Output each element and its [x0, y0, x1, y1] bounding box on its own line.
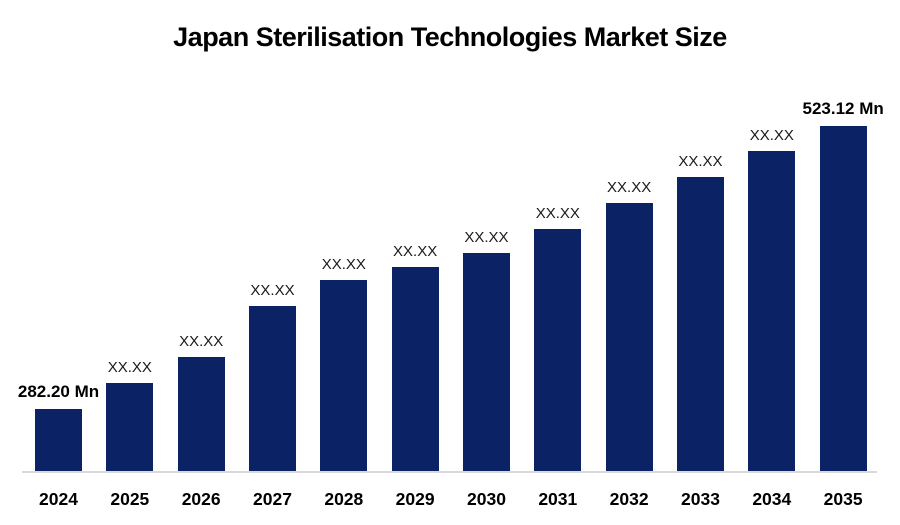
bar-2027: XX.XX 2027 — [248, 282, 296, 509]
bar-2028: XX.XX 2028 — [320, 256, 368, 509]
bar-value-label-2026: XX.XX — [179, 333, 224, 350]
x-tick-2034: 2034 — [752, 489, 792, 509]
bar-2029: XX.XX 2029 — [391, 243, 439, 509]
bar-2031: XX.XX 2031 — [534, 205, 582, 509]
bar-value-label-2029: XX.XX — [393, 243, 438, 260]
bar-2024: 282.20 Mn 2024 — [18, 382, 99, 509]
x-tick-2029: 2029 — [395, 489, 435, 509]
bar-value-label-2028: XX.XX — [321, 256, 366, 273]
x-tick-2033: 2033 — [681, 489, 720, 509]
x-axis-line — [22, 471, 877, 473]
bar-2025: XX.XX 2025 — [106, 359, 154, 509]
x-tick-2027: 2027 — [253, 489, 292, 509]
x-tick-2028: 2028 — [324, 489, 364, 509]
bar-value-label-2034: XX.XX — [749, 127, 794, 144]
x-tick-2025: 2025 — [110, 489, 150, 509]
bar-2030: XX.XX 2030 — [462, 229, 510, 509]
bar-value-label-2035: 523.12 Mn — [802, 99, 884, 118]
bar-value-label-2033: XX.XX — [678, 153, 723, 170]
bar-2033: XX.XX 2033 — [676, 153, 724, 509]
bar-value-label-2031: XX.XX — [535, 205, 580, 222]
bar-value-label-2025: XX.XX — [107, 359, 152, 376]
chart-title: Japan Sterilisation Technologies Market … — [173, 22, 727, 52]
x-tick-2031: 2031 — [538, 489, 578, 509]
x-tick-2024: 2024 — [39, 489, 78, 509]
bar-2035: 523.12 Mn 2035 — [802, 99, 883, 509]
x-tick-2032: 2032 — [609, 489, 649, 509]
bar-2032: XX.XX 2032 — [605, 179, 653, 509]
bar-2026: XX.XX 2026 — [177, 333, 225, 509]
bar-value-label-2030: XX.XX — [464, 229, 509, 246]
bar-value-label-2027: XX.XX — [250, 282, 295, 299]
x-tick-2026: 2026 — [181, 489, 221, 509]
bar-2034: XX.XX 2034 — [748, 127, 796, 509]
bar-value-label-2032: XX.XX — [607, 179, 652, 196]
x-tick-2030: 2030 — [467, 489, 506, 509]
bar-value-label-2024: 282.20 Mn — [17, 382, 100, 401]
x-tick-2035: 2035 — [823, 489, 863, 509]
